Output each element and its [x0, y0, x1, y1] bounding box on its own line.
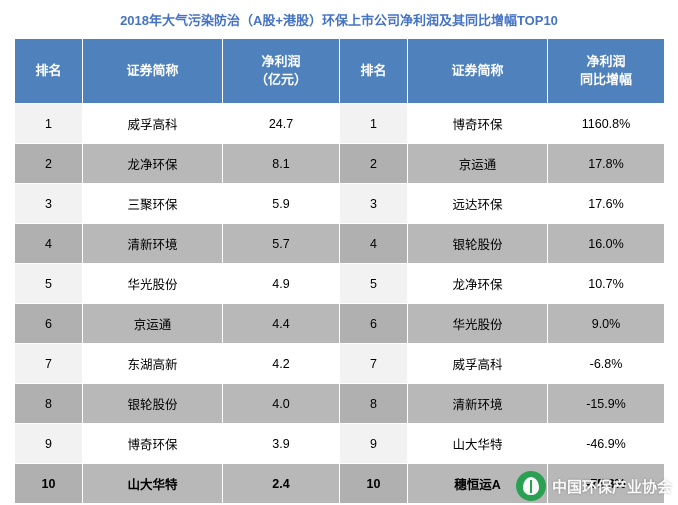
- cell-profit: 4.0: [222, 383, 340, 424]
- cell-rank-left: 10: [14, 463, 83, 504]
- table-row: 6 京运通 4.4 6 华光股份 9.0%: [14, 303, 665, 344]
- col-header-growth: 净利润 同比增幅: [547, 38, 665, 104]
- cell-name-left: 山大华特: [82, 463, 223, 504]
- table-container: 排名 证券简称 净利润 （亿元） 排名 证券简称 净利润 同比增幅: [0, 38, 678, 504]
- cell-rank-left: 7: [14, 343, 83, 384]
- cell-name-right: 龙净环保: [407, 263, 548, 304]
- cell-rank-left: 2: [14, 143, 83, 184]
- page-title: 2018年大气污染防治（A股+港股）环保上市公司净利润及其同比增幅TOP10: [120, 13, 558, 28]
- cell-growth: 10.7%: [547, 263, 665, 304]
- cell-rank-left: 5: [14, 263, 83, 304]
- cell-name-right: 博奇环保: [407, 103, 548, 144]
- cell-name-left: 三聚环保: [82, 183, 223, 224]
- cell-name-left: 博奇环保: [82, 423, 223, 464]
- cell-profit: 3.9: [222, 423, 340, 464]
- col-header-name-left: 证券简称: [82, 38, 223, 104]
- cell-profit: 5.7: [222, 223, 340, 264]
- watermark: 中国环保产业协会: [515, 471, 672, 501]
- table-row: 5 华光股份 4.9 5 龙净环保 10.7%: [14, 263, 665, 304]
- cell-name-left: 华光股份: [82, 263, 223, 304]
- cell-rank-left: 4: [14, 223, 83, 264]
- cell-rank-left: 9: [14, 423, 83, 464]
- cell-name-left: 银轮股份: [82, 383, 223, 424]
- cell-profit: 5.9: [222, 183, 340, 224]
- cell-profit: 4.9: [222, 263, 340, 304]
- table-row: 2 龙净环保 8.1 2 京运通 17.8%: [14, 143, 665, 184]
- cell-growth: -75.3%: [547, 463, 665, 504]
- cell-rank-right: 2: [339, 143, 408, 184]
- cell-growth: 17.6%: [547, 183, 665, 224]
- cell-name-left: 东湖高新: [82, 343, 223, 384]
- col-header-rank-right: 排名: [339, 38, 408, 104]
- cell-rank-left: 6: [14, 303, 83, 344]
- cell-growth: 1160.8%: [547, 103, 665, 144]
- table-row: 9 博奇环保 3.9 9 山大华特 -46.9%: [14, 423, 665, 464]
- table-row: 7 东湖高新 4.2 7 威孚高科 -6.8%: [14, 343, 665, 384]
- watermark-label: 中国环保产业协会: [551, 478, 672, 496]
- cell-name-left: 威孚高科: [82, 103, 223, 144]
- table-header: 排名 证券简称 净利润 （亿元） 排名 证券简称 净利润 同比增幅: [14, 38, 665, 104]
- cell-name-right: 威孚高科: [407, 343, 548, 384]
- cell-name-right: 清新环境: [407, 383, 548, 424]
- col-header-name-right: 证券简称: [407, 38, 548, 104]
- cell-rank-right: 4: [339, 223, 408, 264]
- cell-rank-right: 8: [339, 383, 408, 424]
- cell-rank-left: 1: [14, 103, 83, 144]
- cell-growth: -15.9%: [547, 383, 665, 424]
- cell-rank-right: 10: [339, 463, 408, 504]
- cell-profit: 24.7: [222, 103, 340, 144]
- col-header-name-left-line1: 证券简称: [126, 63, 179, 79]
- col-header-rank-left: 排名: [14, 38, 83, 104]
- cell-name-left: 京运通: [82, 303, 223, 344]
- col-header-profit: 净利润 （亿元）: [222, 38, 340, 104]
- cell-growth: 17.8%: [547, 143, 665, 184]
- cell-rank-left: 8: [14, 383, 83, 424]
- table-row: 8 银轮股份 4.0 8 清新环境 -15.9%: [14, 383, 665, 424]
- cell-growth: -46.9%: [547, 423, 665, 464]
- table-row: 3 三聚环保 5.9 3 远达环保 17.6%: [14, 183, 665, 224]
- cell-profit: 4.2: [222, 343, 340, 384]
- cell-name-left: 龙净环保: [82, 143, 223, 184]
- cell-growth: 16.0%: [547, 223, 665, 264]
- cell-profit: 8.1: [222, 143, 340, 184]
- cell-rank-right: 5: [339, 263, 408, 304]
- cell-rank-right: 6: [339, 303, 408, 344]
- cell-profit: 2.4: [222, 463, 340, 504]
- table-header-row: 排名 证券简称 净利润 （亿元） 排名 证券简称 净利润 同比增幅: [14, 38, 665, 104]
- cell-growth: 9.0%: [547, 303, 665, 344]
- col-header-profit-line2: （亿元）: [254, 72, 307, 87]
- cell-name-right: 京运通: [407, 143, 548, 184]
- col-header-rank-right-line1: 排名: [360, 63, 387, 79]
- cell-name-right: 远达环保: [407, 183, 548, 224]
- table-row: 1 威孚高科 24.7 1 博奇环保 1160.8%: [14, 103, 665, 144]
- ranking-table: 排名 证券简称 净利润 （亿元） 排名 证券简称 净利润 同比增幅: [14, 38, 665, 504]
- cell-rank-right: 7: [339, 343, 408, 384]
- cell-name-right: 华光股份: [407, 303, 548, 344]
- cell-growth: -6.8%: [547, 343, 665, 384]
- cell-name-left: 清新环境: [82, 223, 223, 264]
- cell-name-right: 银轮股份: [407, 223, 548, 264]
- col-header-rank-left-line1: 排名: [35, 63, 62, 79]
- table-body: 1 威孚高科 24.7 1 博奇环保 1160.8% 2 龙净环保 8.1 2 京运通 17.8% 3 三…: [14, 103, 665, 504]
- table-row: 4 清新环境 5.7 4 银轮股份 16.0%: [14, 223, 665, 264]
- cell-rank-right: 3: [339, 183, 408, 224]
- col-header-name-right-line1: 证券简称: [451, 63, 504, 79]
- col-header-growth-line2: 同比增幅: [579, 72, 632, 87]
- col-header-growth-line1: 净利润: [586, 54, 626, 70]
- cell-profit: 4.4: [222, 303, 340, 344]
- cell-rank-right: 9: [339, 423, 408, 464]
- col-header-profit-line1: 净利润: [261, 54, 301, 70]
- cell-name-right: 山大华特: [407, 423, 548, 464]
- cell-rank-right: 1: [339, 103, 408, 144]
- leaf-logo-icon: [515, 471, 546, 501]
- cell-rank-left: 3: [14, 183, 83, 224]
